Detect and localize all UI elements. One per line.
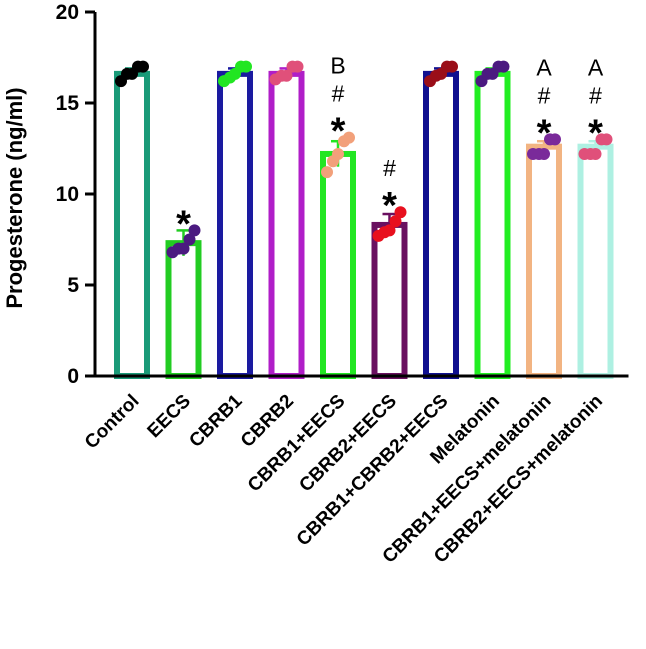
bar bbox=[165, 240, 202, 379]
y-axis: 0 5 10 15 20 bbox=[56, 1, 97, 388]
data-point bbox=[332, 147, 344, 160]
bar bbox=[371, 221, 408, 379]
y-tick-label: 10 bbox=[56, 183, 79, 206]
y-axis-title: Progesterone (ng/ml) bbox=[2, 87, 27, 308]
bar bbox=[526, 143, 562, 379]
y-tick-label: 0 bbox=[67, 365, 79, 388]
annotation-symbol: # bbox=[589, 82, 602, 108]
annotation-symbol: # bbox=[332, 81, 345, 107]
data-point bbox=[240, 60, 252, 73]
data-point bbox=[538, 147, 550, 160]
data-point bbox=[383, 224, 396, 237]
data-point bbox=[497, 60, 510, 73]
annotation-symbol: * bbox=[331, 111, 346, 153]
data-point bbox=[600, 133, 613, 146]
y-tick-label: 5 bbox=[67, 274, 79, 297]
data-point bbox=[177, 242, 190, 255]
annotation-symbol: * bbox=[588, 112, 603, 154]
data-point bbox=[137, 60, 149, 73]
data-point bbox=[183, 233, 196, 246]
x-category-label: CBRB1 bbox=[185, 390, 246, 451]
y-tick-label: 15 bbox=[56, 92, 80, 115]
bar bbox=[268, 70, 305, 379]
annotation-symbol: * bbox=[537, 112, 552, 154]
bar bbox=[577, 143, 614, 379]
data-point bbox=[589, 147, 602, 160]
data-point bbox=[280, 69, 293, 82]
data-point bbox=[188, 224, 201, 237]
x-axis-category-labels: Control EECSCBRB1CBRB2CBRB1+EECSCBRB2+EEC… bbox=[81, 390, 607, 567]
data-point bbox=[321, 166, 333, 179]
bar bbox=[114, 70, 150, 379]
annotation-symbol: A bbox=[536, 54, 552, 80]
bar bbox=[474, 70, 511, 379]
data-points-layer bbox=[115, 60, 613, 259]
annotation-symbol: * bbox=[176, 203, 191, 245]
y-tick-label: 20 bbox=[56, 1, 79, 24]
annotation-symbol: # bbox=[538, 82, 551, 108]
significance-annotations-layer: **#B*#*#A*#A bbox=[176, 53, 604, 246]
annotation-symbol: A bbox=[588, 54, 604, 80]
data-point bbox=[446, 60, 458, 73]
bar bbox=[320, 150, 356, 379]
bar bbox=[423, 70, 459, 379]
annotation-symbol: B bbox=[330, 53, 345, 79]
data-point bbox=[389, 215, 402, 228]
x-category-label: Control bbox=[81, 391, 144, 454]
data-point bbox=[343, 131, 355, 144]
data-point bbox=[549, 133, 561, 146]
annotation-symbol: * bbox=[382, 185, 397, 227]
data-point bbox=[291, 60, 304, 73]
bar bbox=[217, 70, 253, 379]
annotation-symbol: # bbox=[383, 155, 396, 181]
data-point bbox=[394, 206, 407, 219]
